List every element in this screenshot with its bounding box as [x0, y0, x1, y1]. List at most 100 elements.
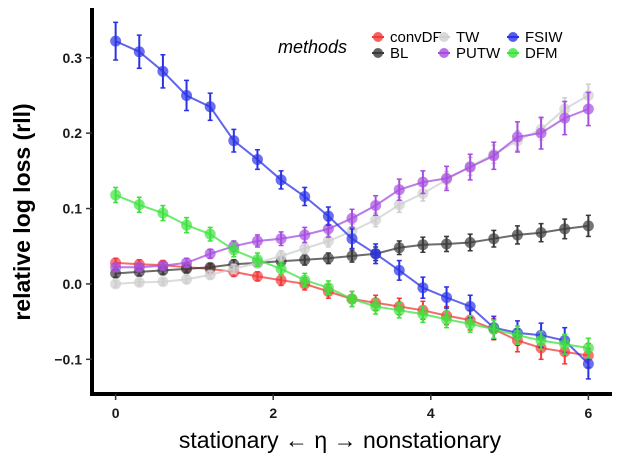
y-tick-label: −0.1 — [54, 351, 82, 367]
data-point — [110, 278, 121, 289]
data-point — [347, 251, 358, 262]
data-point — [252, 254, 263, 265]
legend-item-bl: BL — [372, 45, 408, 62]
data-point — [299, 275, 310, 286]
legend-item-putw: PUTW — [438, 45, 501, 62]
data-point — [110, 36, 121, 47]
data-point — [276, 233, 287, 244]
data-point — [347, 233, 358, 244]
data-point — [559, 223, 570, 234]
data-point — [347, 213, 358, 224]
data-point — [488, 150, 499, 161]
series-convdf — [110, 257, 594, 367]
data-point — [299, 191, 310, 202]
data-point — [465, 162, 476, 173]
data-point — [441, 292, 452, 303]
data-point — [488, 324, 499, 335]
data-point — [299, 243, 310, 254]
data-point — [276, 174, 287, 185]
data-point — [228, 135, 239, 146]
data-point — [323, 282, 334, 293]
data-point — [465, 318, 476, 329]
data-point — [394, 265, 405, 276]
x-tick-label: 2 — [269, 405, 277, 421]
legend-item-dfm: DFM — [507, 45, 558, 62]
legend-swatch-marker — [373, 48, 383, 58]
y-axis-title: relative log loss (rll) — [9, 103, 35, 320]
x-tick-label: 4 — [427, 405, 435, 421]
legend-swatch-marker — [373, 32, 383, 42]
data-point — [417, 309, 428, 320]
data-point — [536, 128, 547, 139]
legend-label: TW — [456, 29, 480, 46]
legend-item-fsiw: FSIW — [507, 29, 563, 46]
legend-swatch-marker — [439, 48, 449, 58]
data-point — [134, 262, 145, 273]
data-point — [394, 305, 405, 316]
data-point — [157, 260, 168, 271]
data-point — [465, 237, 476, 248]
legend-swatch-marker — [508, 48, 518, 58]
data-point — [512, 229, 523, 240]
data-point — [228, 263, 239, 274]
data-point — [583, 104, 594, 115]
data-point — [394, 242, 405, 253]
data-point — [441, 314, 452, 325]
data-point — [205, 269, 216, 280]
legend-item-convdf: convDF — [372, 29, 442, 46]
data-point — [347, 294, 358, 305]
data-point — [299, 229, 310, 240]
series-layer — [110, 22, 594, 379]
legend-swatch-marker — [439, 32, 449, 42]
data-point — [252, 154, 263, 165]
data-point — [559, 339, 570, 350]
legend-item-tw: TW — [438, 29, 480, 46]
y-tick-label: 0.0 — [63, 276, 83, 292]
data-point — [181, 274, 192, 285]
data-point — [252, 271, 263, 282]
data-point — [181, 257, 192, 268]
data-point — [417, 282, 428, 293]
legend-title: methods — [278, 37, 347, 57]
legend-swatch-marker — [508, 32, 518, 42]
data-point — [465, 301, 476, 312]
data-point — [441, 173, 452, 184]
data-point — [512, 330, 523, 341]
data-point — [536, 335, 547, 346]
data-point — [157, 208, 168, 219]
data-point — [394, 184, 405, 195]
data-point — [536, 227, 547, 238]
data-point — [134, 199, 145, 210]
data-point — [488, 233, 499, 244]
data-point — [276, 251, 287, 262]
data-point — [276, 263, 287, 274]
data-point — [110, 262, 121, 273]
x-axis-title: stationary ← η → nonstationary — [179, 427, 502, 453]
data-point — [134, 277, 145, 288]
data-point — [441, 238, 452, 249]
legend-label: BL — [390, 45, 408, 62]
data-point — [157, 276, 168, 287]
data-point — [181, 220, 192, 231]
legend-label: FSIW — [525, 29, 563, 46]
data-point — [110, 189, 121, 200]
y-tick-label: 0.1 — [63, 201, 83, 217]
data-point — [252, 235, 263, 246]
data-point — [417, 177, 428, 188]
data-point — [583, 343, 594, 354]
y-tick-label: 0.3 — [63, 50, 83, 66]
data-point — [370, 301, 381, 312]
data-point — [370, 200, 381, 211]
data-point — [370, 248, 381, 259]
data-point — [559, 113, 570, 124]
data-point — [323, 253, 334, 264]
data-point — [157, 66, 168, 77]
legend-label: DFM — [525, 45, 558, 62]
x-tick-label: 0 — [112, 405, 120, 421]
data-point — [299, 254, 310, 265]
data-point — [205, 248, 216, 259]
data-point — [205, 229, 216, 240]
data-point — [512, 131, 523, 142]
